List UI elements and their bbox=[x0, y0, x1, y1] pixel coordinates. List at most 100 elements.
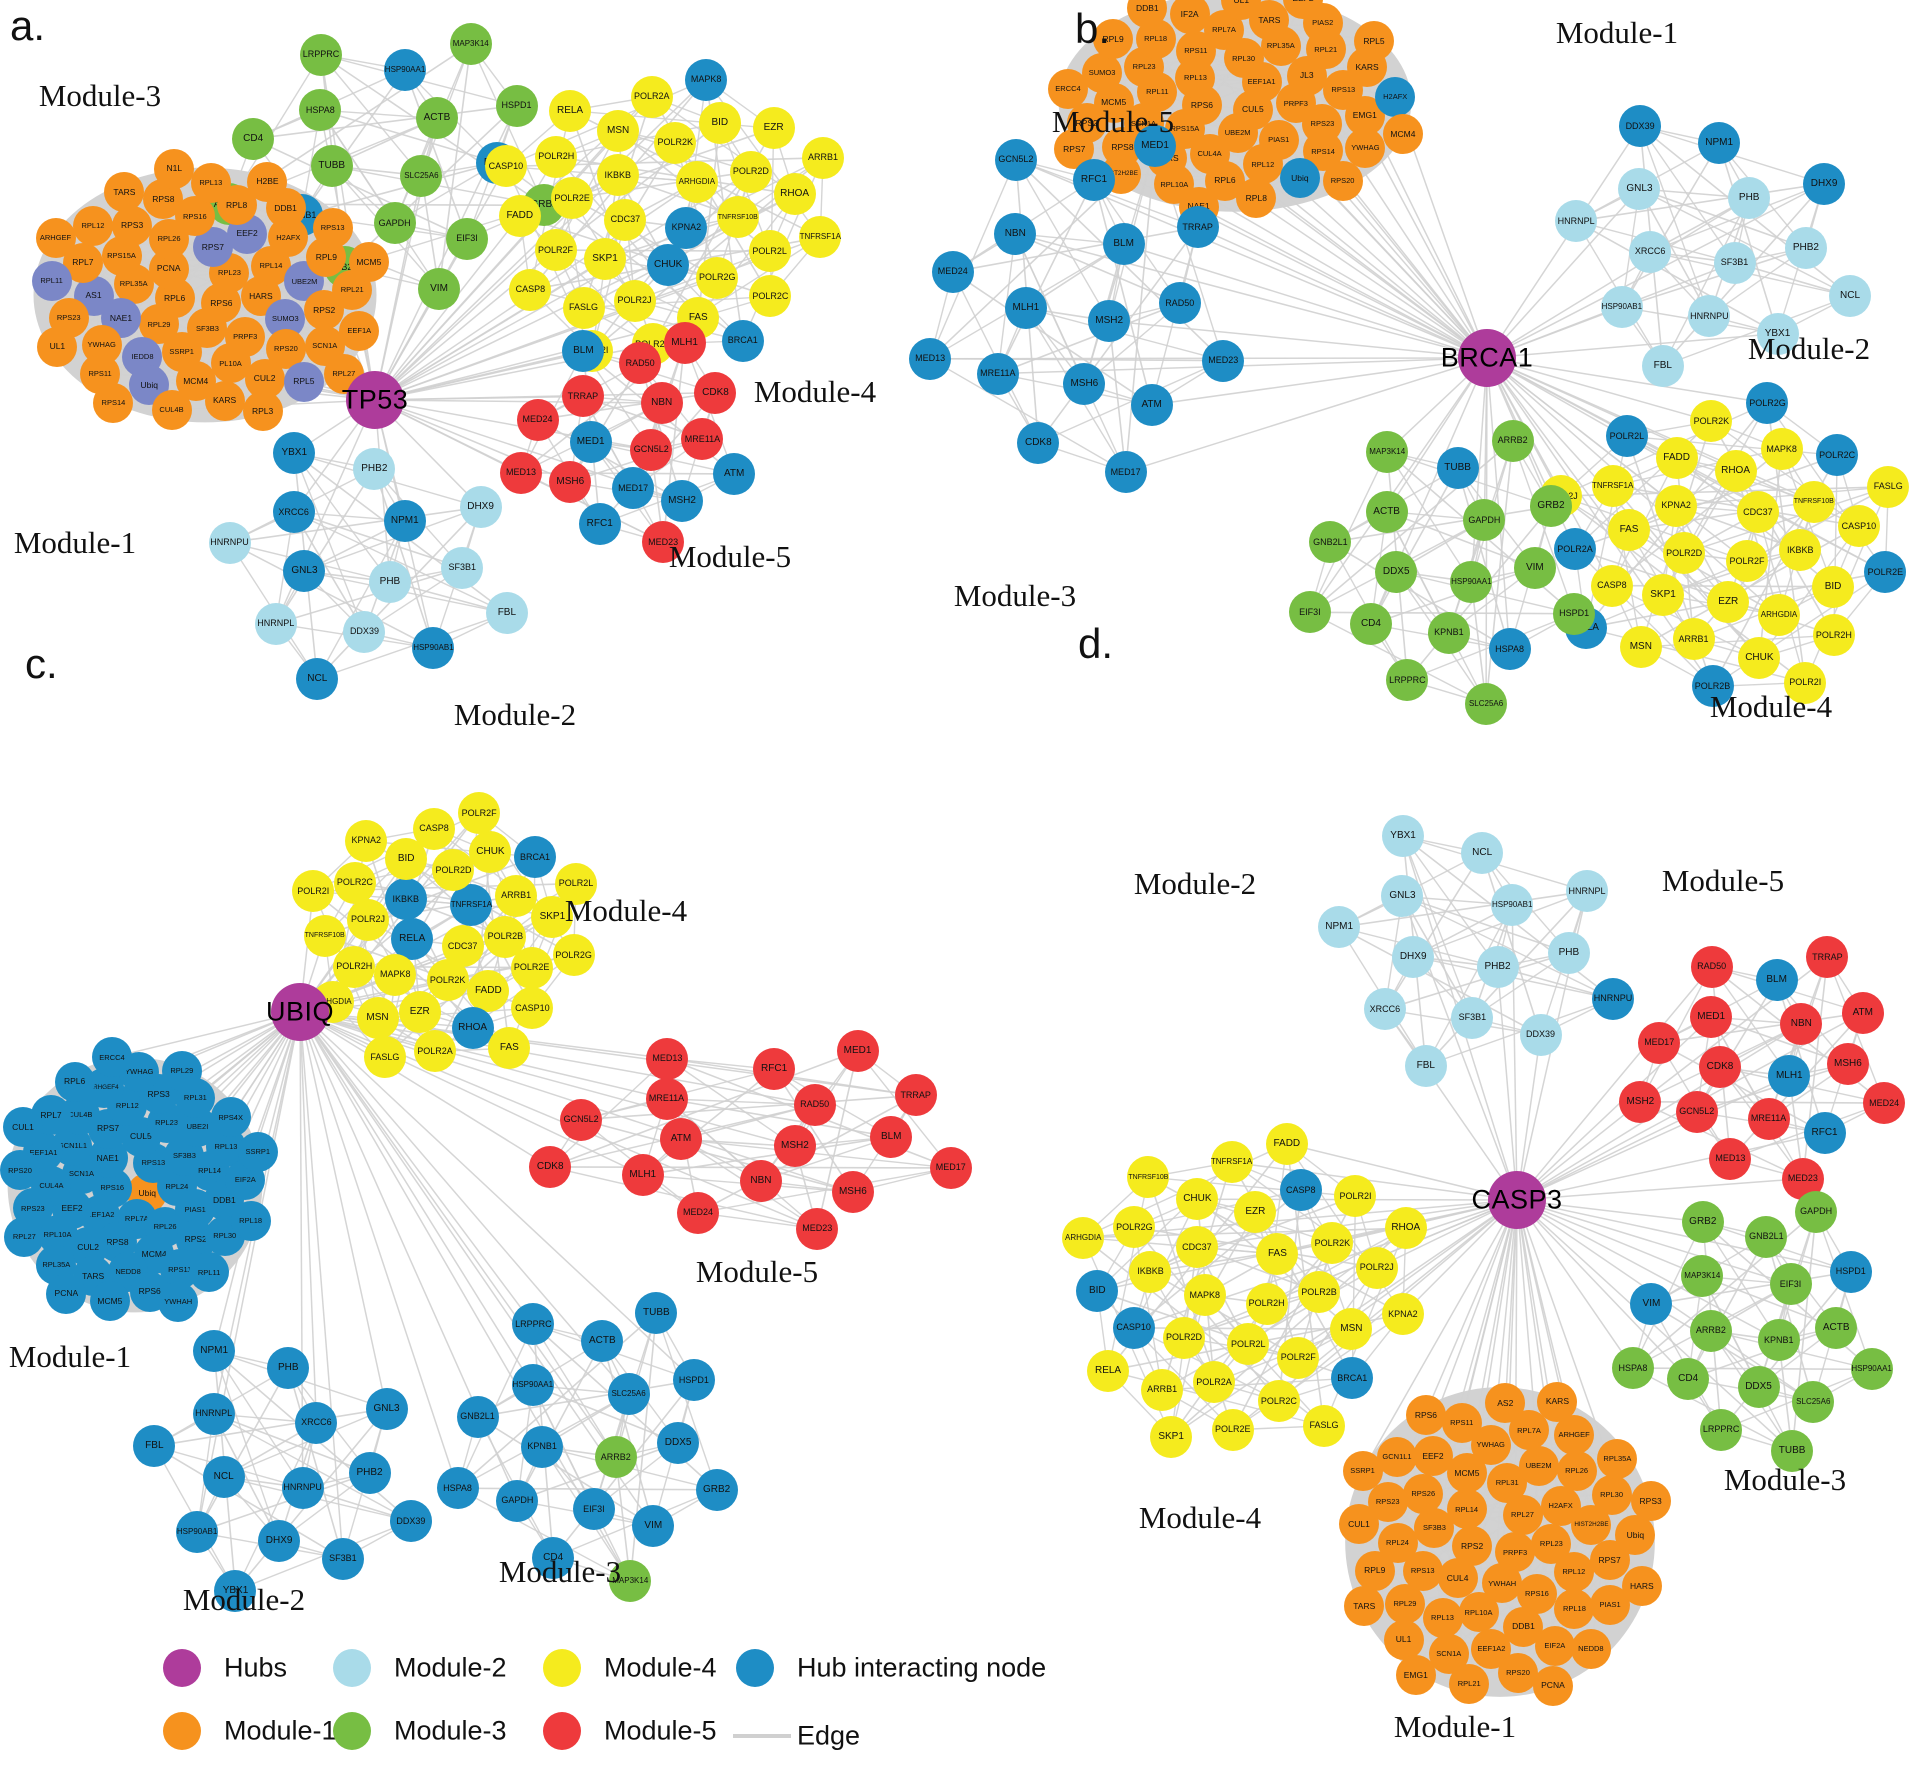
node-msh6[interactable]: MSH6 bbox=[1063, 363, 1106, 406]
node-msh2[interactable]: MSH2 bbox=[661, 480, 704, 523]
node-phb2[interactable]: PHB2 bbox=[348, 1451, 391, 1494]
node-xrcc6[interactable]: XRCC6 bbox=[295, 1401, 338, 1444]
node-phb[interactable]: PHB bbox=[368, 560, 411, 603]
node-atm[interactable]: ATM bbox=[713, 452, 756, 495]
node-rps14[interactable]: RPS14 bbox=[93, 382, 134, 423]
node-hnrnpl[interactable]: HNRNPL bbox=[192, 1392, 235, 1435]
node-bid[interactable]: BID bbox=[1076, 1270, 1119, 1313]
node-skp1[interactable]: SKP1 bbox=[1150, 1415, 1193, 1458]
node-casp10[interactable]: CASP10 bbox=[511, 987, 554, 1030]
node-ybx1[interactable]: YBX1 bbox=[1382, 815, 1425, 858]
node-ezr[interactable]: EZR bbox=[752, 107, 795, 150]
node-rpl5[interactable]: RPL5 bbox=[283, 361, 324, 402]
node-msn[interactable]: MSN bbox=[1330, 1308, 1373, 1351]
node-tnfrsf10b[interactable]: TNFRSF10B bbox=[1792, 480, 1835, 523]
node-rpl9[interactable]: RPL9 bbox=[1093, 19, 1134, 60]
node-mre11a[interactable]: MRE11A bbox=[1747, 1097, 1790, 1140]
node-arhgdia[interactable]: ARHGDIA bbox=[675, 160, 718, 203]
node-hspd1[interactable]: HSPD1 bbox=[495, 84, 538, 127]
node-rpl29[interactable]: RPL29 bbox=[1384, 1583, 1425, 1624]
node-med17[interactable]: MED17 bbox=[929, 1146, 972, 1189]
node-bid[interactable]: BID bbox=[385, 838, 428, 881]
node-emg1[interactable]: EMG1 bbox=[1395, 1655, 1436, 1696]
node-phb[interactable]: PHB bbox=[1547, 931, 1590, 974]
node-mapk8[interactable]: MAPK8 bbox=[1183, 1274, 1226, 1317]
node-polr2k[interactable]: POLR2K bbox=[426, 959, 469, 1002]
node-hsp90ab1[interactable]: HSP90AB1 bbox=[176, 1511, 219, 1554]
node-ybx1[interactable]: YBX1 bbox=[1756, 312, 1799, 355]
node-pcna[interactable]: PCNA bbox=[46, 1273, 87, 1314]
node-kpnb1[interactable]: KPNB1 bbox=[1757, 1319, 1800, 1362]
node-ikbkb[interactable]: IKBKB bbox=[384, 878, 427, 921]
node-polr2b[interactable]: POLR2B bbox=[1691, 665, 1734, 708]
node-blm[interactable]: BLM bbox=[562, 330, 605, 373]
node-arrb2[interactable]: ARRB2 bbox=[1491, 419, 1534, 462]
node-atm[interactable]: ATM bbox=[1130, 383, 1173, 426]
node-med24[interactable]: MED24 bbox=[677, 1191, 720, 1234]
node-cul4b[interactable]: CUL4B bbox=[151, 389, 192, 430]
node-kpna2[interactable]: KPNA2 bbox=[1655, 484, 1698, 527]
node-polr2j[interactable]: POLR2J bbox=[347, 898, 389, 941]
node-ywhah[interactable]: YWHAH bbox=[1482, 1563, 1523, 1604]
node-arhgef[interactable]: ARHGEF bbox=[1554, 1414, 1595, 1455]
node-actb[interactable]: ACTB bbox=[415, 97, 458, 140]
node-msh2[interactable]: MSH2 bbox=[1619, 1080, 1662, 1123]
node-hspa8[interactable]: HSPA8 bbox=[436, 1467, 479, 1510]
node-rpl12[interactable]: RPL12 bbox=[72, 205, 113, 246]
node-mre11a[interactable]: MRE11A bbox=[681, 418, 724, 461]
node-hsp90aa1[interactable]: HSP90AA1 bbox=[1850, 1348, 1893, 1391]
node-chuk[interactable]: CHUK bbox=[647, 244, 690, 287]
node-rfc1[interactable]: RFC1 bbox=[1803, 1112, 1846, 1155]
node-rpl26[interactable]: RPL26 bbox=[1556, 1450, 1597, 1491]
node-nbn[interactable]: NBN bbox=[1780, 1003, 1823, 1046]
node-chuk[interactable]: CHUK bbox=[469, 830, 512, 873]
node-atm[interactable]: ATM bbox=[1841, 991, 1884, 1034]
node-actb[interactable]: ACTB bbox=[581, 1319, 624, 1362]
node-fbl[interactable]: FBL bbox=[1404, 1044, 1447, 1087]
hub-node-ubiq[interactable] bbox=[271, 983, 329, 1041]
node-grb2[interactable]: GRB2 bbox=[695, 1468, 738, 1511]
node-rpl30[interactable]: RPL30 bbox=[1591, 1474, 1632, 1515]
node-polr2c[interactable]: POLR2C bbox=[1257, 1380, 1300, 1423]
node-ikbkb[interactable]: IKBKB bbox=[1129, 1250, 1172, 1293]
node-hnrnpu[interactable]: HNRNPU bbox=[281, 1466, 324, 1509]
node-slc25a6[interactable]: SLC25A6 bbox=[400, 154, 443, 197]
node-polr2j[interactable]: POLR2J bbox=[613, 279, 656, 322]
node-polr2i[interactable]: POLR2I bbox=[1334, 1175, 1377, 1218]
node-polr2l[interactable]: POLR2L bbox=[1227, 1323, 1270, 1366]
node-hsp90ab1[interactable]: HSP90AB1 bbox=[1491, 884, 1534, 927]
node-sumo3[interactable]: SUMO3 bbox=[1082, 52, 1123, 93]
node-kpna2[interactable]: KPNA2 bbox=[345, 819, 388, 862]
node-ubiq[interactable]: Ubiq bbox=[1615, 1515, 1656, 1556]
node-rpl35a[interactable]: RPL35A bbox=[1597, 1438, 1638, 1479]
node-rad50[interactable]: RAD50 bbox=[1158, 282, 1201, 325]
node-gapdh[interactable]: GAPDH bbox=[373, 202, 416, 245]
node-cd4[interactable]: CD4 bbox=[532, 1536, 575, 1579]
node-polr2f[interactable]: POLR2F bbox=[458, 792, 501, 835]
node-rpl13[interactable]: RPL13 bbox=[1422, 1598, 1463, 1639]
node-skp1[interactable]: SKP1 bbox=[584, 238, 627, 281]
node-polr2e[interactable]: POLR2E bbox=[1211, 1408, 1254, 1451]
node-mapk8[interactable]: MAPK8 bbox=[685, 58, 728, 101]
node-rpl9[interactable]: RPL9 bbox=[1354, 1550, 1395, 1591]
node-cul1[interactable]: CUL1 bbox=[1338, 1504, 1379, 1545]
node-kpna2[interactable]: KPNA2 bbox=[1381, 1293, 1424, 1336]
node-h2afx[interactable]: H2AFX bbox=[1375, 77, 1416, 118]
node-polr2e[interactable]: POLR2E bbox=[510, 946, 553, 989]
node-hars[interactable]: HARS bbox=[1621, 1566, 1662, 1607]
node-mapk8[interactable]: MAPK8 bbox=[1760, 428, 1803, 471]
node-ssrp1[interactable]: SSRP1 bbox=[237, 1131, 278, 1172]
node-rpl5[interactable]: RPL5 bbox=[1353, 20, 1394, 61]
node-polr2d[interactable]: POLR2D bbox=[1162, 1316, 1205, 1359]
node-hspa8[interactable]: HSPA8 bbox=[299, 89, 342, 132]
node-rpl3[interactable]: RPL3 bbox=[242, 391, 283, 432]
node-tnfrsf1a[interactable]: TNFRSF1A bbox=[450, 884, 493, 927]
node-gnb2l1[interactable]: GNB2L1 bbox=[1745, 1215, 1788, 1258]
node-ubiq[interactable]: Ubiq bbox=[1279, 158, 1320, 199]
node-cdc37[interactable]: CDC37 bbox=[1175, 1226, 1218, 1269]
node-nbn[interactable]: NBN bbox=[640, 381, 683, 424]
node-ddx39[interactable]: DDX39 bbox=[389, 1500, 432, 1543]
node-polr2b[interactable]: POLR2B bbox=[1298, 1271, 1341, 1314]
node-gnl3[interactable]: GNL3 bbox=[1381, 875, 1424, 918]
node-med17[interactable]: MED17 bbox=[1104, 451, 1147, 494]
